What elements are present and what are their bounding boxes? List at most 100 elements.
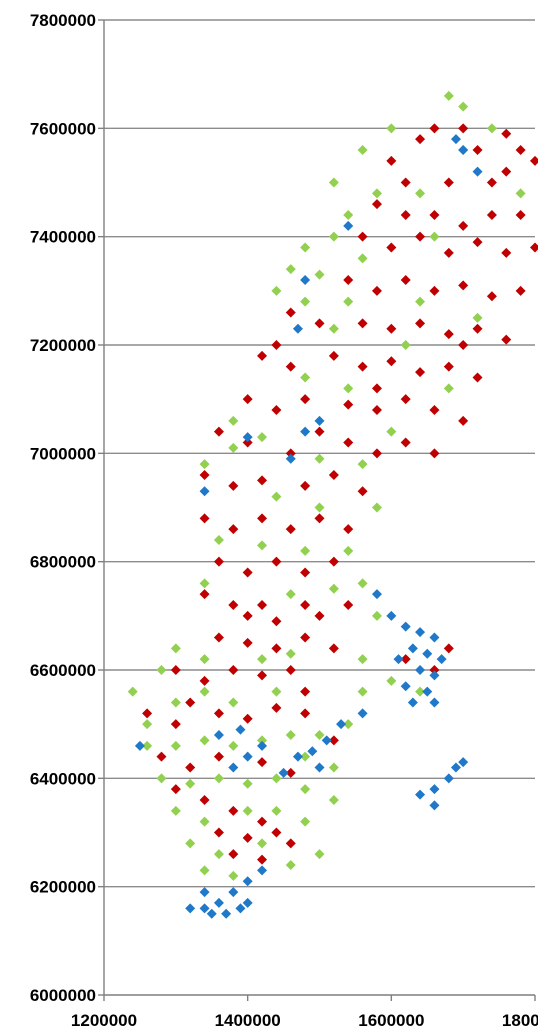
green-point — [314, 269, 325, 280]
red-point — [343, 600, 354, 610]
blue-point — [415, 627, 426, 638]
red-point — [228, 524, 239, 535]
red-point — [415, 231, 426, 242]
red-point — [314, 513, 325, 524]
green-point — [285, 264, 296, 275]
red-point — [257, 513, 268, 524]
red-point — [242, 394, 253, 405]
green-point — [472, 312, 483, 323]
red-point — [300, 686, 311, 697]
red-point — [228, 600, 239, 610]
red-point — [357, 231, 368, 242]
red-point — [185, 697, 196, 708]
red-point — [213, 827, 224, 838]
red-point — [271, 616, 282, 627]
green-point — [328, 323, 339, 334]
red-point — [501, 334, 512, 345]
blue-point — [228, 762, 239, 773]
red-point — [400, 210, 411, 220]
blue-point — [307, 746, 318, 757]
blue-point — [415, 665, 426, 675]
x-tick-label: 1800000 — [502, 1011, 538, 1030]
green-point — [415, 296, 426, 307]
red-point — [486, 177, 497, 188]
green-point — [357, 686, 368, 697]
red-point — [357, 318, 368, 329]
green-point — [257, 654, 268, 665]
red-point — [228, 665, 239, 675]
red-point — [170, 784, 181, 795]
green-point — [242, 805, 253, 816]
red-point — [300, 632, 311, 643]
blue-point — [314, 415, 325, 426]
green-point — [213, 773, 224, 784]
red-point — [242, 832, 253, 843]
blue-point — [450, 134, 461, 145]
y-tick-label: 7200000 — [30, 336, 96, 355]
red-point — [400, 275, 411, 285]
blue-point — [185, 903, 196, 914]
blue-point — [213, 897, 224, 908]
green-point — [271, 773, 282, 784]
x-tick-label: 1400000 — [215, 1011, 281, 1030]
green-point — [242, 778, 253, 789]
green-point — [357, 253, 368, 264]
blue-point — [257, 740, 268, 751]
red-point — [300, 394, 311, 405]
red-point — [429, 210, 440, 220]
red-point — [371, 448, 382, 459]
red-point — [170, 719, 181, 730]
green-point — [343, 383, 354, 394]
blue-point — [436, 654, 447, 665]
red-point — [257, 600, 268, 610]
red-point — [257, 670, 268, 681]
green-point — [371, 188, 382, 199]
red-point — [343, 399, 354, 410]
green-point — [343, 719, 354, 730]
green-point — [199, 578, 210, 589]
red-point — [458, 340, 469, 350]
green-point — [199, 816, 210, 827]
green-point — [386, 426, 397, 437]
red-point — [300, 600, 311, 610]
red-point — [415, 318, 426, 329]
green-point — [443, 90, 454, 101]
red-point — [458, 415, 469, 426]
red-point — [242, 610, 253, 621]
green-point — [257, 540, 268, 551]
green-point — [185, 838, 196, 849]
data-points — [127, 90, 538, 919]
green-point — [415, 188, 426, 199]
blue-point — [343, 220, 354, 231]
red-point — [271, 702, 282, 713]
red-point — [242, 713, 253, 724]
blue-point — [134, 740, 145, 751]
red-point — [257, 350, 268, 361]
green-point — [300, 816, 311, 827]
red-point — [228, 849, 239, 860]
green-point — [386, 675, 397, 686]
blue-point — [300, 426, 311, 437]
red-point — [271, 556, 282, 567]
red-point — [515, 210, 526, 220]
blue-point — [407, 697, 418, 708]
blue-point — [422, 648, 433, 659]
green-point — [515, 188, 526, 199]
red-point — [357, 486, 368, 497]
red-point — [443, 329, 454, 340]
green-point — [199, 865, 210, 876]
blue-point — [443, 773, 454, 784]
blue-point — [300, 275, 311, 285]
blue-point — [357, 708, 368, 719]
red-point — [314, 318, 325, 329]
green-point — [343, 210, 354, 220]
green-point — [199, 459, 210, 470]
green-point — [199, 654, 210, 665]
blue-point — [242, 432, 253, 443]
y-tick-label: 6400000 — [30, 769, 96, 788]
green-point — [285, 860, 296, 870]
green-point — [300, 751, 311, 762]
red-point — [371, 285, 382, 296]
green-point — [228, 697, 239, 708]
green-point — [271, 686, 282, 697]
